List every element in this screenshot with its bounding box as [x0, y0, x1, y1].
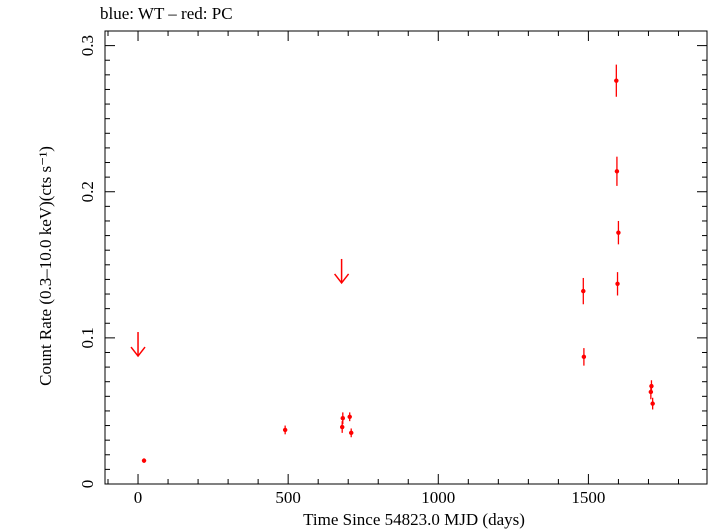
data-point	[347, 414, 352, 419]
y-tick-label: 0.2	[78, 181, 97, 202]
data-point	[282, 427, 288, 433]
y-tick-label: 0.3	[78, 35, 97, 56]
x-tick-label: 1000	[421, 488, 455, 507]
x-tick-label: 500	[275, 488, 301, 507]
upper-limit-arrow-head	[334, 273, 350, 285]
axis-ticks: 0 500 1000 1500 0 0.1 0.2 0.3	[78, 30, 707, 507]
data-point	[581, 354, 587, 360]
data-point	[581, 288, 586, 294]
data-point	[614, 78, 619, 83]
data-marks	[130, 64, 655, 463]
data-point	[649, 383, 654, 389]
data-point	[614, 169, 620, 174]
data-point	[650, 401, 655, 406]
y-tick-label: 0	[78, 480, 97, 489]
chart-caption: blue: WT – red: PC	[100, 4, 233, 23]
data-point	[339, 424, 345, 430]
data-point	[616, 230, 621, 235]
x-axis-label: Time Since 54823.0 MJD (days)	[303, 510, 525, 529]
y-tick-label: 0.1	[78, 327, 97, 348]
x-tick-label: 0	[134, 488, 143, 507]
x-tick-label: 1500	[571, 488, 605, 507]
plot-frame	[104, 30, 708, 485]
data-point	[615, 281, 620, 287]
data-point	[349, 430, 354, 436]
plot-border	[104, 30, 708, 485]
data-point	[141, 458, 147, 463]
upper-limit-arrow-head	[130, 346, 146, 358]
data-point	[340, 416, 345, 421]
